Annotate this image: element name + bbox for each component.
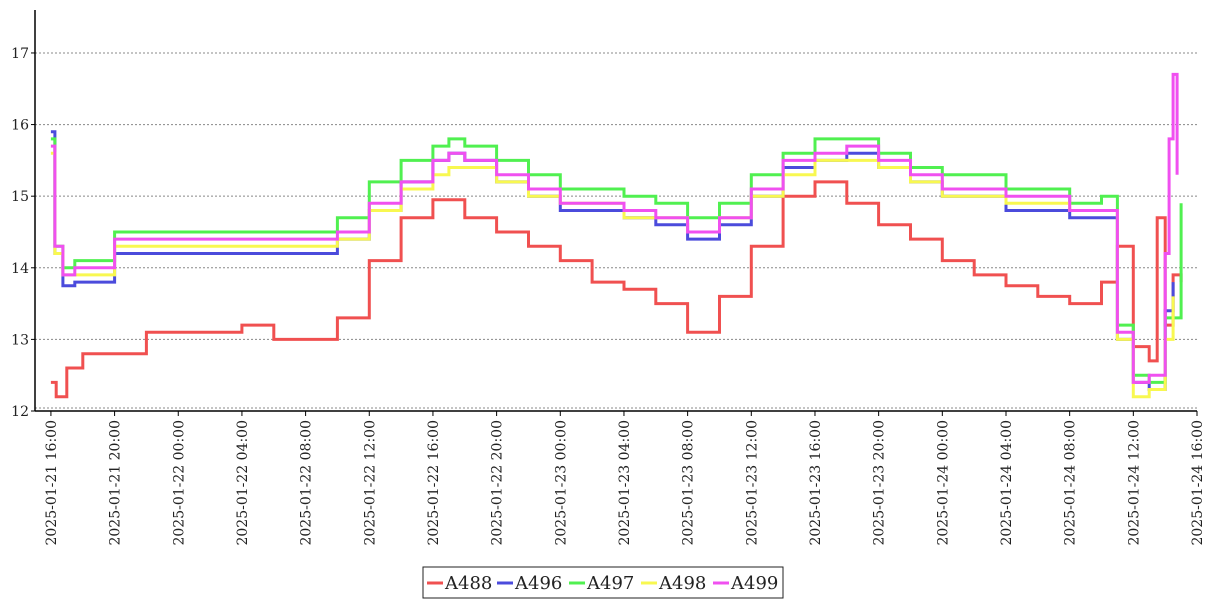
- legend-label-a496: A496: [514, 573, 562, 594]
- y-ticks: 12 13 14 15 16 17: [11, 46, 35, 420]
- y-tick-label: 17: [11, 46, 29, 62]
- axes: [34, 10, 1197, 412]
- series-layer: [50, 72, 1183, 399]
- x-tick-label: 2025-01-24 00:00: [935, 420, 951, 546]
- y-tick-label: 15: [11, 189, 29, 205]
- x-ticks: 2025-01-21 16:00 2025-01-21 20:00 2025-01-…: [44, 411, 1206, 546]
- legend-label-a498: A498: [658, 573, 706, 594]
- x-tick-label: 2025-01-22 16:00: [426, 420, 442, 546]
- series-line-a497: [50, 137, 1183, 384]
- x-tick-label: 2025-01-22 12:00: [362, 420, 378, 546]
- grid: [35, 52, 1197, 409]
- y-tick-label: 16: [11, 118, 29, 134]
- legend: A488 A496 A497 A498 A499: [422, 566, 784, 599]
- x-tick-label: 2025-01-22 20:00: [490, 420, 506, 546]
- x-tick-label: 2025-01-23 16:00: [808, 420, 824, 546]
- legend-label-a499: A499: [730, 573, 778, 594]
- legend-label-a497: A497: [586, 573, 634, 594]
- x-tick-label: 2025-01-22 00:00: [171, 420, 187, 546]
- y-tick-label: 12: [11, 404, 29, 420]
- x-tick-label: 2025-01-24 04:00: [999, 420, 1015, 546]
- x-tick-label: 2025-01-24 12:00: [1126, 420, 1142, 546]
- series-line-a488: [50, 180, 1183, 399]
- x-tick-label: 2025-01-23 12:00: [744, 420, 760, 546]
- y-tick-label: 13: [11, 332, 29, 348]
- series-line-a499: [50, 72, 1179, 384]
- x-tick-label: 2025-01-23 20:00: [872, 420, 888, 546]
- x-tick-label: 2025-01-22 08:00: [299, 420, 315, 546]
- x-tick-label: 2025-01-21 16:00: [44, 420, 60, 546]
- y-tick-label: 14: [11, 261, 29, 277]
- legend-label-a488: A488: [444, 573, 492, 594]
- x-tick-label: 2025-01-23 08:00: [681, 420, 697, 546]
- x-tick-label: 2025-01-21 20:00: [108, 420, 124, 546]
- series-line-a496: [50, 130, 1175, 391]
- x-tick-label: 2025-01-23 04:00: [617, 420, 633, 546]
- x-tick-label: 2025-01-24 08:00: [1063, 420, 1079, 546]
- x-tick-label: 2025-01-23 00:00: [553, 420, 569, 546]
- x-tick-label: 2025-01-24 16:00: [1190, 420, 1206, 546]
- x-tick-label: 2025-01-22 04:00: [235, 420, 251, 546]
